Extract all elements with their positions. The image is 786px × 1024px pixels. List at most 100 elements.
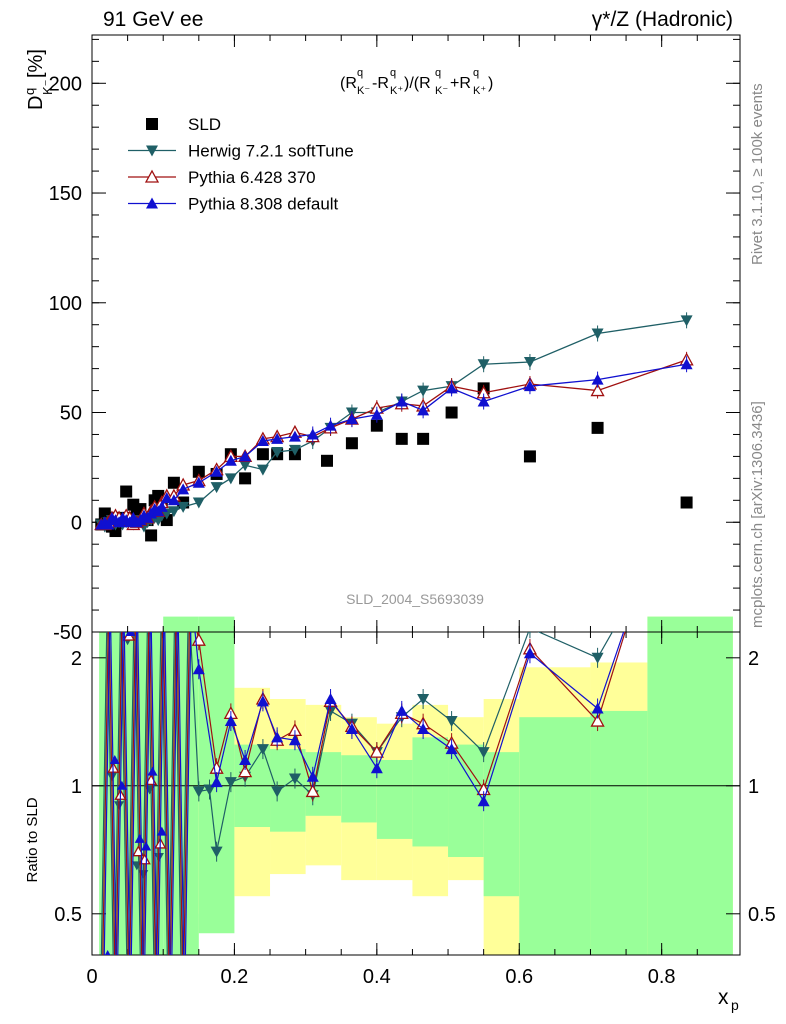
- data-point: [324, 419, 337, 431]
- data-point: [680, 358, 693, 370]
- data-point: [102, 518, 115, 530]
- rivet-label: Rivet 3.1.10, ≥ 100k events: [749, 83, 766, 265]
- y-tick-label: 150: [49, 183, 82, 205]
- plot-frame: [91, 631, 741, 956]
- band-inner: [341, 755, 377, 823]
- svg-text:K⁺: K⁺: [390, 85, 403, 97]
- legend-label: Herwig 7.2.1 softTune: [188, 142, 354, 161]
- band-inner: [519, 717, 591, 955]
- data-point: [104, 950, 111, 955]
- data-point: [288, 444, 301, 456]
- data-point: [256, 695, 269, 707]
- y-tick-label: -50: [53, 622, 82, 644]
- data-point: [141, 841, 152, 851]
- y-tick-label: 50: [60, 403, 82, 425]
- y-tick-label: 2: [748, 648, 759, 670]
- data-point: [288, 734, 301, 746]
- formula-label: (R q K⁻ -R q K⁺ )/(R q K⁻ +R q K⁺ ): [340, 67, 493, 97]
- data-point: [238, 764, 253, 778]
- data-point: [146, 145, 158, 157]
- data-point: [271, 432, 284, 444]
- data-point: [271, 447, 284, 459]
- data-point: [116, 780, 127, 790]
- data-point: [239, 753, 252, 765]
- svg-text:-R: -R: [372, 75, 389, 92]
- data-point: [417, 723, 430, 735]
- data-point: [271, 786, 284, 798]
- x-tick-label: 0.8: [648, 966, 676, 988]
- data-point: [324, 705, 337, 717]
- data-point: [395, 395, 408, 407]
- svg-text:): ): [488, 75, 493, 92]
- band-inner: [448, 744, 484, 858]
- data-point: [445, 743, 458, 755]
- data-point: [224, 777, 237, 789]
- data-point: [395, 704, 408, 716]
- data-point: [239, 460, 252, 472]
- svg-text:q: q: [390, 67, 396, 79]
- ratio-axes: 0 0.2 0.4 0.6 0.8 0.5 0.5 1 1 2 2: [54, 631, 776, 988]
- legend-label: Pythia 8.308 default: [188, 195, 339, 214]
- data-point: [160, 492, 173, 504]
- y-tick-label: 100: [49, 293, 82, 315]
- data-point: [680, 315, 693, 327]
- data-point: [345, 437, 358, 450]
- svg-text:p: p: [731, 997, 739, 1013]
- data-point: [120, 485, 133, 498]
- data-point: [156, 826, 167, 836]
- data-point: [109, 754, 120, 764]
- legend: SLD Herwig 7.2.1 softTune Pythia 6.428 370…: [128, 115, 354, 214]
- data-point: [256, 744, 269, 756]
- band-inner: [376, 759, 413, 839]
- band-inner: [590, 710, 648, 955]
- header-right: γ*/Z (Hadronic): [592, 8, 733, 31]
- data-point: [155, 500, 168, 512]
- data-point: [523, 450, 536, 463]
- svg-text:K⁻: K⁻: [357, 85, 370, 97]
- data-point: [320, 454, 333, 467]
- svg-text:q: q: [435, 67, 441, 79]
- data-point: [306, 770, 319, 782]
- legend-entry: Pythia 6.428 370: [128, 168, 316, 187]
- data-point: [395, 432, 408, 445]
- data-point: [210, 776, 223, 788]
- data-point: [210, 482, 223, 494]
- data-point: [177, 483, 190, 495]
- data-point: [192, 476, 205, 488]
- data-point: [210, 465, 223, 477]
- data-point: [477, 747, 490, 759]
- x-tick-label: 0.6: [505, 966, 533, 988]
- data-point: [477, 359, 490, 371]
- data-point: [210, 846, 223, 858]
- ratio-series-2: [103, 632, 625, 955]
- data-point: [147, 766, 158, 776]
- svg-text:K⁺: K⁺: [473, 85, 486, 97]
- data-point: [167, 506, 180, 518]
- data-point: [192, 786, 205, 798]
- data-point: [256, 448, 269, 461]
- y-tick-label: 200: [49, 73, 82, 95]
- ratio-line: [597, 632, 625, 709]
- data-point: [145, 529, 158, 542]
- y-tick-label: 0.5: [54, 904, 82, 926]
- data-point: [370, 762, 383, 774]
- svg-text:+R: +R: [450, 75, 471, 92]
- svg-text:x: x: [718, 986, 729, 1009]
- main-series: [94, 312, 694, 542]
- mcplots-label: mcplots.cern.ch [arXiv:1306.3436]: [749, 401, 766, 628]
- data-point: [417, 404, 430, 416]
- data-point: [271, 731, 284, 743]
- data-point: [523, 380, 536, 392]
- data-point: [100, 1004, 110, 1013]
- ratio-ylabel: Ratio to SLD: [24, 797, 41, 882]
- svg-text:q: q: [357, 67, 363, 79]
- data-point: [477, 795, 490, 807]
- data-point: [370, 408, 383, 420]
- band-inner: [483, 752, 520, 897]
- data-point: [591, 421, 604, 434]
- ratio-plot-area: [100, 632, 626, 1013]
- data-point: [590, 713, 605, 727]
- svg-text:[%]: [%]: [25, 49, 47, 78]
- data-point: [224, 715, 237, 727]
- data-point: [132, 845, 145, 857]
